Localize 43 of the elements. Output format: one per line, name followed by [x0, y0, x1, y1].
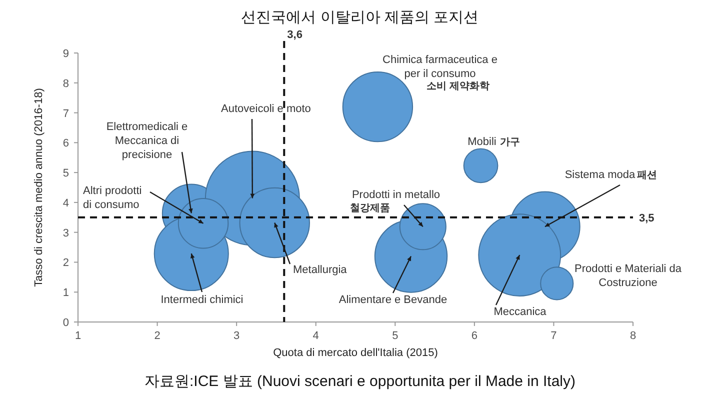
annotation: Intermedi chimici — [160, 294, 244, 306]
y-tick-label: 4 — [62, 197, 69, 210]
y-tick-label: 5 — [62, 168, 69, 180]
annotation: Meccanica — [494, 306, 548, 318]
annotation: 가구 — [500, 137, 520, 148]
x-tick-label: 5 — [392, 330, 398, 342]
annotation: 패션 — [637, 170, 657, 181]
annotation: Chimica farmaceutica e per il consumo — [382, 54, 498, 80]
x-tick-label: 1 — [74, 330, 82, 342]
annotation: Prodotti in metallo — [352, 189, 440, 201]
annotation: Meccanica — [494, 254, 546, 318]
annotation: Metallurgia — [293, 264, 348, 276]
annotation: Intermedi chimici — [160, 253, 244, 306]
annotation: Altri prodotti di consumo — [83, 185, 142, 211]
annotation: Autoveicoli e moto — [221, 103, 311, 198]
x-tick-label: 2 — [154, 330, 160, 342]
annotation: Metallurgia — [274, 222, 347, 276]
y-tick-label: 2 — [62, 257, 69, 270]
annotation: Mobili — [468, 136, 496, 148]
ref-line-label: 3,5 — [639, 212, 654, 224]
x-tick-label: 6 — [471, 330, 478, 342]
annotation: Prodotti e Materiali da Costruzione — [574, 263, 682, 289]
x-tick-label: 3 — [234, 330, 240, 342]
x-axis-title: Quota di mercato dell'Italia (2015) — [273, 347, 438, 359]
y-tick-label: 6 — [62, 138, 69, 150]
ref-line-label: 3,6 — [287, 29, 302, 41]
chart-title: 선진국에서 이탈리아 제품의 포지션 — [241, 9, 479, 26]
annotation: Autoveicoli e moto — [221, 103, 311, 115]
x-tick-label: 4 — [312, 330, 319, 342]
y-tick-label: 8 — [62, 78, 69, 90]
x-tick-label: 8 — [630, 330, 636, 342]
y-tick-label: 7 — [62, 108, 69, 120]
annotation: 자료원:ICE 발표 (Nuovi scenari e opportunita per il Made in Italy) — [144, 373, 576, 390]
y-tick-label: 1 — [62, 287, 69, 300]
annotation: Elettromedicali e Meccanica di precisione — [106, 121, 188, 161]
y-tick-label: 9 — [62, 48, 69, 60]
y-tick-label: 0 — [62, 317, 69, 329]
y-tick-label: 3 — [62, 227, 69, 240]
annotation: 철강제품 — [350, 203, 390, 214]
x-tick-label: 7 — [550, 330, 557, 342]
annotation: 소비 제약화학 — [426, 81, 490, 92]
y-axis-title: Tasso di crescita medio annuo (2016-18) — [33, 88, 45, 287]
annotation: Sistema moda — [564, 169, 636, 181]
